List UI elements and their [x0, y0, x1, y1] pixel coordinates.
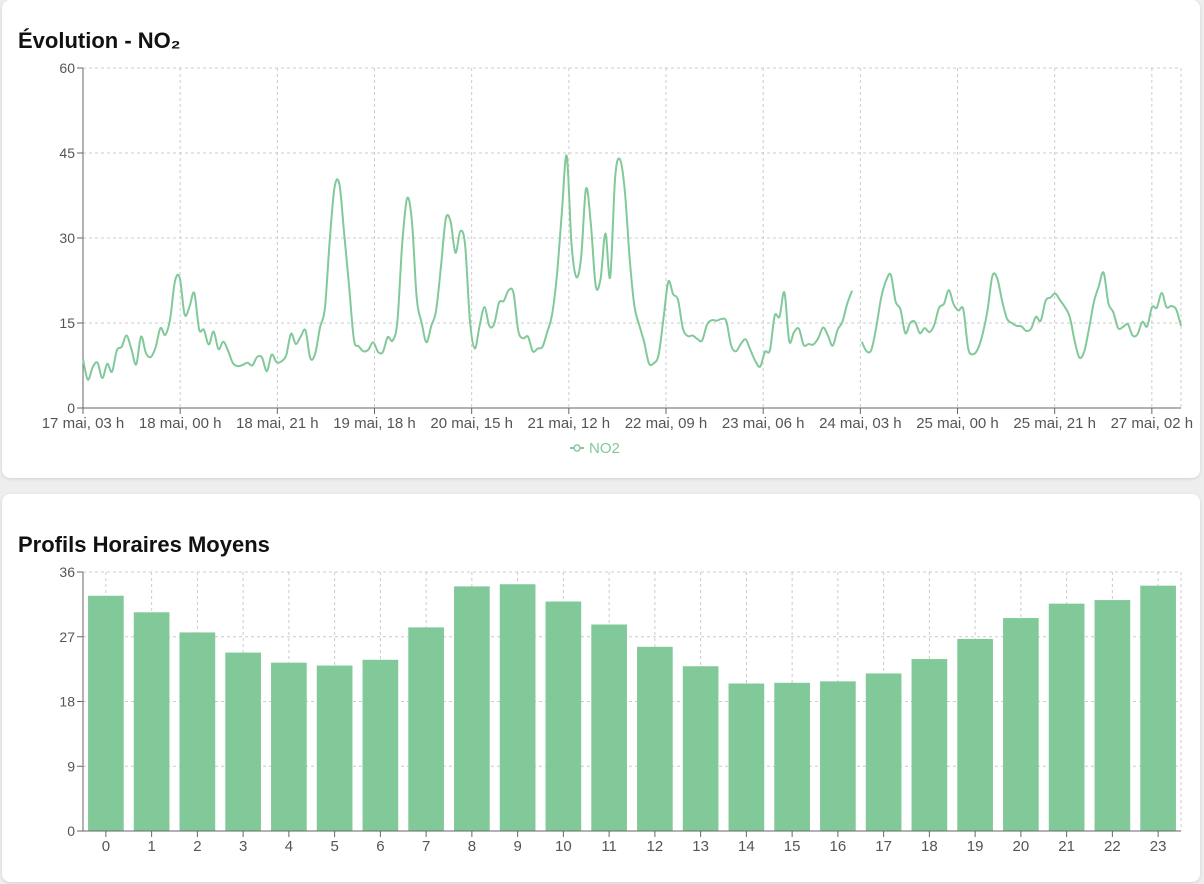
y-tick-label: 0 [67, 400, 75, 416]
x-tick-label: 18 mai, 21 h [236, 415, 319, 432]
legend-marker-icon [573, 444, 581, 452]
bar-hour-20 [1003, 618, 1039, 831]
x-tick-label: 7 [422, 838, 430, 855]
y-tick-label: 45 [59, 145, 75, 161]
x-tick-label: 22 [1104, 838, 1121, 855]
x-tick-label: 18 mai, 00 h [139, 415, 222, 432]
bar-hour-6 [362, 659, 399, 831]
bar-hour-12 [637, 646, 673, 831]
y-tick-label: 60 [59, 60, 75, 76]
x-tick-label: 9 [513, 838, 521, 855]
bar-hour-10 [545, 601, 582, 831]
bar-hour-11 [591, 624, 627, 831]
bar-hour-0 [88, 595, 124, 831]
x-tick-label: 3 [239, 838, 247, 855]
bar-hour-1 [133, 612, 170, 831]
x-tick-label: 1 [147, 838, 155, 855]
bar-hour-14 [728, 683, 765, 831]
bar-hour-2 [179, 632, 216, 831]
bar-hour-17 [865, 673, 902, 831]
x-tick-label: 27 mai, 02 h [1111, 415, 1194, 432]
y-tick-label: 15 [59, 315, 75, 331]
x-tick-label: 14 [738, 838, 755, 855]
legend-label: NO2 [589, 440, 620, 457]
x-tick-label: 18 [921, 838, 938, 855]
y-tick-label: 0 [67, 823, 75, 839]
x-tick-label: 11 [601, 838, 617, 855]
bar-hour-13 [682, 666, 719, 831]
y-tick-label: 9 [67, 758, 75, 774]
x-tick-label: 4 [285, 838, 293, 855]
bar-hour-4 [271, 662, 307, 831]
bar-hour-5 [316, 665, 353, 831]
x-tick-label: 13 [692, 838, 709, 855]
y-tick-label: 30 [59, 230, 75, 246]
x-tick-label: 25 mai, 21 h [1013, 415, 1096, 432]
legend: NO2 [570, 440, 620, 457]
bar-hour-18 [911, 659, 948, 831]
x-tick-label: 21 mai, 12 h [528, 415, 611, 432]
y-tick-label: 36 [59, 564, 75, 580]
y-tick-label: 27 [59, 629, 75, 645]
series-line-no2 [82, 154, 1182, 381]
chart-title: Évolution - NO₂ [18, 28, 181, 53]
x-tick-label: 2 [193, 838, 201, 855]
y-tick-label: 18 [59, 694, 75, 710]
x-tick-label: 23 mai, 06 h [722, 415, 805, 432]
x-tick-label: 0 [102, 838, 110, 855]
x-tick-label: 16 [830, 838, 847, 855]
x-tick-label: 10 [555, 838, 572, 855]
x-tick-label: 22 mai, 09 h [625, 415, 708, 432]
x-tick-label: 17 [875, 838, 892, 855]
bar-hour-15 [774, 682, 810, 831]
x-tick-label: 19 [967, 838, 984, 855]
x-tick-label: 24 mai, 03 h [819, 415, 902, 432]
x-tick-label: 8 [468, 838, 476, 855]
hourly-profile-card: Profils Horaires Moyens 0 9 18 27 36 0 1 2 3 4 5 6 7… [2, 494, 1200, 882]
x-tick-label: 15 [784, 838, 801, 855]
bar-hour-9 [499, 584, 536, 831]
chart-title: Profils Horaires Moyens [18, 532, 270, 557]
bar-hour-21 [1048, 603, 1085, 831]
bar-hour-19 [957, 638, 993, 831]
bar-hour-3 [225, 652, 261, 831]
x-tick-label: 25 mai, 00 h [916, 415, 999, 432]
x-tick-label: 19 mai, 18 h [333, 415, 416, 432]
x-tick-label: 12 [647, 838, 664, 855]
bar-hour-23 [1140, 585, 1176, 831]
bar-hour-7 [408, 627, 444, 831]
x-tick-label: 5 [330, 838, 338, 855]
x-tick-label: 17 mai, 03 h [42, 415, 125, 432]
x-tick-label: 21 [1058, 838, 1075, 855]
x-tick-label: 20 [1013, 838, 1030, 855]
no2-line-chart: 0 15 30 45 60 17 mai, 03 h 18 mai, 00 h 18 mai,… [42, 60, 1194, 457]
bar-hour-8 [454, 586, 490, 831]
x-tick-label: 20 mai, 15 h [430, 415, 513, 432]
no2-evolution-card: Évolution - NO₂ 0 15 30 45 60 17 mai, 03 h 18 … [2, 0, 1200, 478]
bar-hour-16 [820, 681, 856, 831]
bar-hour-22 [1094, 600, 1131, 831]
x-tick-label: 6 [376, 838, 384, 855]
x-tick-label: 23 [1150, 838, 1167, 855]
